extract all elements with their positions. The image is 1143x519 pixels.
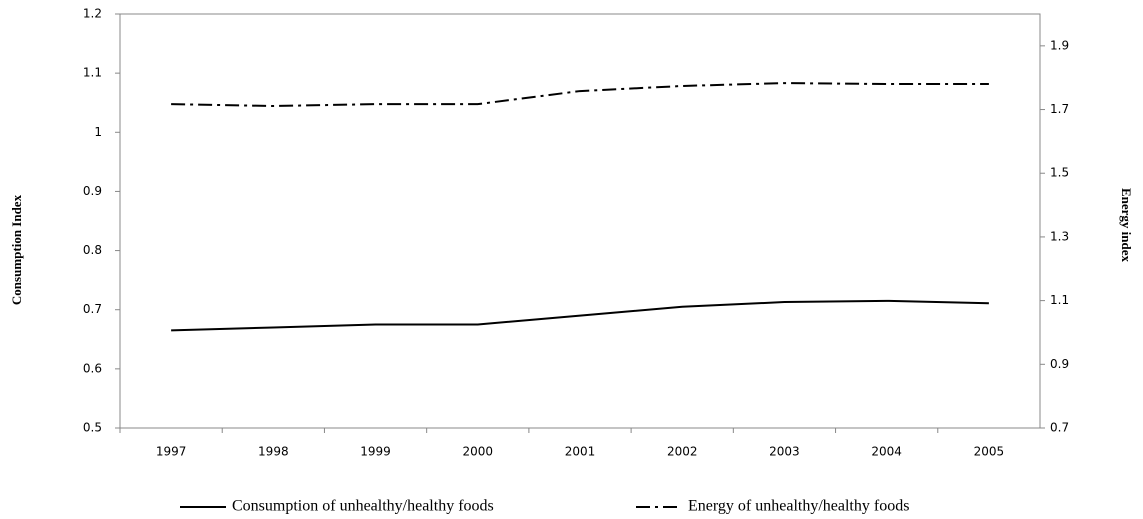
x-tick-label: 1998 bbox=[258, 445, 289, 459]
series-line bbox=[171, 299, 989, 332]
y2-tick-label: 0.7 bbox=[1050, 421, 1069, 435]
y-axis-title: Consumption Index bbox=[9, 194, 24, 305]
plot-frame bbox=[119, 13, 1041, 429]
x-tick-label: 2001 bbox=[565, 445, 596, 459]
x-tick-label: 2002 bbox=[667, 445, 698, 459]
x-tick-label: 1997 bbox=[156, 445, 187, 459]
y2-axis-title: Energy index bbox=[1119, 188, 1134, 263]
x-tick-label: 2004 bbox=[871, 445, 902, 459]
y2-tick-label: 1.1 bbox=[1050, 293, 1069, 307]
legend-label: Consumption of unhealthy/healthy foods bbox=[232, 498, 494, 515]
y-tick-label: 1 bbox=[94, 125, 102, 139]
y2-tick-label: 1.7 bbox=[1050, 102, 1069, 116]
y-tick-label: 1.2 bbox=[83, 7, 102, 21]
y-tick-label: 0.6 bbox=[83, 361, 102, 375]
y-tick-label: 0.9 bbox=[83, 184, 102, 198]
legend-label: Energy of unhealthy/healthy foods bbox=[688, 498, 909, 515]
x-tick-label: 2005 bbox=[974, 445, 1005, 459]
series-line bbox=[171, 82, 989, 108]
y2-tick-label: 0.9 bbox=[1050, 357, 1069, 371]
y2-tick-label: 1.5 bbox=[1050, 166, 1069, 180]
y-tick-label: 0.8 bbox=[83, 243, 102, 257]
y-tick-label: 0.5 bbox=[83, 421, 102, 435]
x-tick-label: 2003 bbox=[769, 445, 800, 459]
x-tick-label: 2000 bbox=[463, 445, 494, 459]
x-tick-label: 1999 bbox=[360, 445, 391, 459]
y-tick-label: 1.1 bbox=[83, 66, 102, 80]
y2-tick-label: 1.3 bbox=[1050, 229, 1069, 243]
y-tick-label: 0.7 bbox=[83, 302, 102, 316]
y2-tick-label: 1.9 bbox=[1050, 38, 1069, 52]
